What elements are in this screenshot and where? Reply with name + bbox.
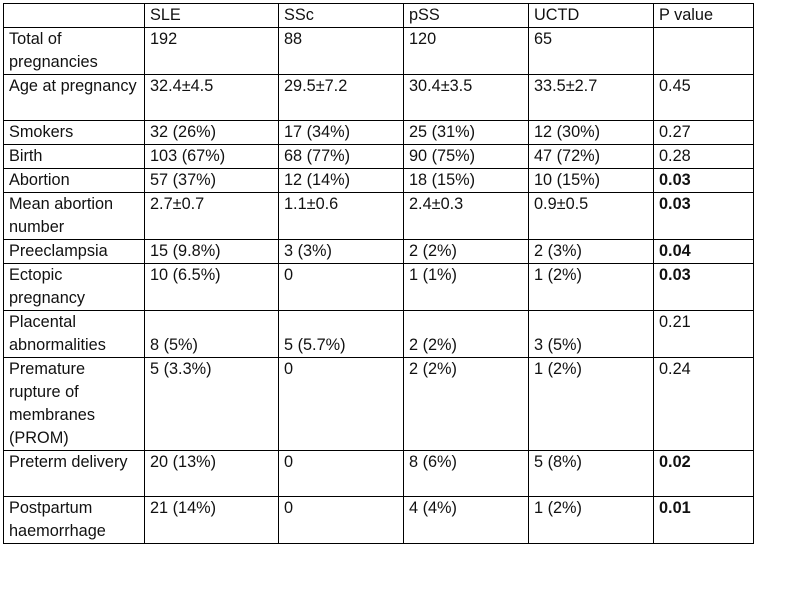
- table-cell: 2.4±0.3: [403, 192, 529, 240]
- p-value-cell: 0.21: [653, 310, 754, 358]
- table-cell: 30.4±3.5: [403, 74, 529, 121]
- row-label: Preterm delivery: [3, 450, 145, 497]
- table-cell: 4 (4%): [403, 496, 529, 544]
- table-cell: 32 (26%): [144, 120, 279, 145]
- table-row: Age at pregnancy 32.4±4.5 29.5±7.2 30.4±…: [3, 74, 754, 121]
- header-cell: pSS: [403, 3, 529, 28]
- table-row: Preeclampsia 15 (9.8%) 3 (3%) 2 (2%) 2 (…: [3, 239, 754, 264]
- p-value-cell: 0.02: [653, 450, 754, 497]
- table-cell: 17 (34%): [278, 120, 404, 145]
- table-cell: 1 (2%): [528, 263, 654, 311]
- table-cell: 15 (9.8%): [144, 239, 279, 264]
- table-cell: 0: [278, 357, 404, 451]
- row-label: Abortion: [3, 168, 145, 193]
- row-label: Age at pregnancy: [3, 74, 145, 121]
- table-cell: 47 (72%): [528, 144, 654, 169]
- table-cell: 3 (5%): [528, 310, 654, 358]
- table-cell: 0: [278, 263, 404, 311]
- table-cell: 68 (77%): [278, 144, 404, 169]
- table-cell: 5 (5.7%): [278, 310, 404, 358]
- table-cell: 5 (3.3%): [144, 357, 279, 451]
- p-value-cell: 0.04: [653, 239, 754, 264]
- table-cell: 2.7±0.7: [144, 192, 279, 240]
- p-value-cell: 0.01: [653, 496, 754, 544]
- table-cell: 103 (67%): [144, 144, 279, 169]
- header-cell: [3, 3, 145, 28]
- table-cell: 32.4±4.5: [144, 74, 279, 121]
- table-cell: 192: [144, 27, 279, 75]
- table-cell: 1 (1%): [403, 263, 529, 311]
- p-value-cell: 0.24: [653, 357, 754, 451]
- p-value-cell: 0.03: [653, 192, 754, 240]
- p-value-cell: [653, 27, 754, 75]
- header-row: SLE SSc pSS UCTD P value: [3, 3, 754, 28]
- p-value-cell: 0.03: [653, 168, 754, 193]
- table-cell: 1.1±0.6: [278, 192, 404, 240]
- p-value-cell: 0.45: [653, 74, 754, 121]
- table-row: Birth 103 (67%) 68 (77%) 90 (75%) 47 (72…: [3, 144, 754, 169]
- table-cell: 2 (3%): [528, 239, 654, 264]
- table-cell: 8 (5%): [144, 310, 279, 358]
- table-cell: 0: [278, 496, 404, 544]
- table-row: Postpartum haemorrhage 21 (14%) 0 4 (4%)…: [3, 496, 754, 544]
- p-value-cell: 0.03: [653, 263, 754, 311]
- table-cell: 12 (30%): [528, 120, 654, 145]
- table-cell: 29.5±7.2: [278, 74, 404, 121]
- table-cell: 21 (14%): [144, 496, 279, 544]
- table-row: Abortion 57 (37%) 12 (14%) 18 (15%) 10 (…: [3, 168, 754, 193]
- table-row: Placental abnormalities 8 (5%) 5 (5.7%) …: [3, 310, 754, 358]
- table-cell: 33.5±2.7: [528, 74, 654, 121]
- table-cell: 1 (2%): [528, 496, 654, 544]
- table-cell: 3 (3%): [278, 239, 404, 264]
- table-row: Smokers 32 (26%) 17 (34%) 25 (31%) 12 (3…: [3, 120, 754, 145]
- table-cell: 0: [278, 450, 404, 497]
- table-cell: 2 (2%): [403, 310, 529, 358]
- table-row: Total of pregnancies 192 88 120 65: [3, 27, 754, 75]
- p-value-cell: 0.27: [653, 120, 754, 145]
- table-cell: 10 (6.5%): [144, 263, 279, 311]
- table-cell: 120: [403, 27, 529, 75]
- table-cell: 0.9±0.5: [528, 192, 654, 240]
- table-row: Mean abortion number 2.7±0.7 1.1±0.6 2.4…: [3, 192, 754, 240]
- row-label: Premature rupture of membranes (PROM): [3, 357, 145, 451]
- header-cell: UCTD: [528, 3, 654, 28]
- header-cell: SSc: [278, 3, 404, 28]
- row-label: Smokers: [3, 120, 145, 145]
- table-cell: 2 (2%): [403, 357, 529, 451]
- row-label: Postpartum haemorrhage: [3, 496, 145, 544]
- table-cell: 12 (14%): [278, 168, 404, 193]
- results-table: SLE SSc pSS UCTD P value Total of pregna…: [3, 3, 754, 544]
- table-cell: 90 (75%): [403, 144, 529, 169]
- p-value-cell: 0.28: [653, 144, 754, 169]
- header-cell: SLE: [144, 3, 279, 28]
- row-label: Mean abortion number: [3, 192, 145, 240]
- row-label: Ectopic pregnancy: [3, 263, 145, 311]
- table-row: Preterm delivery 20 (13%) 0 8 (6%) 5 (8%…: [3, 450, 754, 497]
- table-row: Premature rupture of membranes (PROM) 5 …: [3, 357, 754, 451]
- table-cell: 88: [278, 27, 404, 75]
- row-label: Placental abnormalities: [3, 310, 145, 358]
- table-row: Ectopic pregnancy 10 (6.5%) 0 1 (1%) 1 (…: [3, 263, 754, 311]
- row-label: Birth: [3, 144, 145, 169]
- table-cell: 18 (15%): [403, 168, 529, 193]
- table-cell: 20 (13%): [144, 450, 279, 497]
- row-label: Total of pregnancies: [3, 27, 145, 75]
- table-cell: 8 (6%): [403, 450, 529, 497]
- table-cell: 2 (2%): [403, 239, 529, 264]
- table-cell: 65: [528, 27, 654, 75]
- table-cell: 57 (37%): [144, 168, 279, 193]
- table-cell: 1 (2%): [528, 357, 654, 451]
- row-label: Preeclampsia: [3, 239, 145, 264]
- table-cell: 10 (15%): [528, 168, 654, 193]
- table-cell: 5 (8%): [528, 450, 654, 497]
- table-cell: 25 (31%): [403, 120, 529, 145]
- header-cell: P value: [653, 3, 754, 28]
